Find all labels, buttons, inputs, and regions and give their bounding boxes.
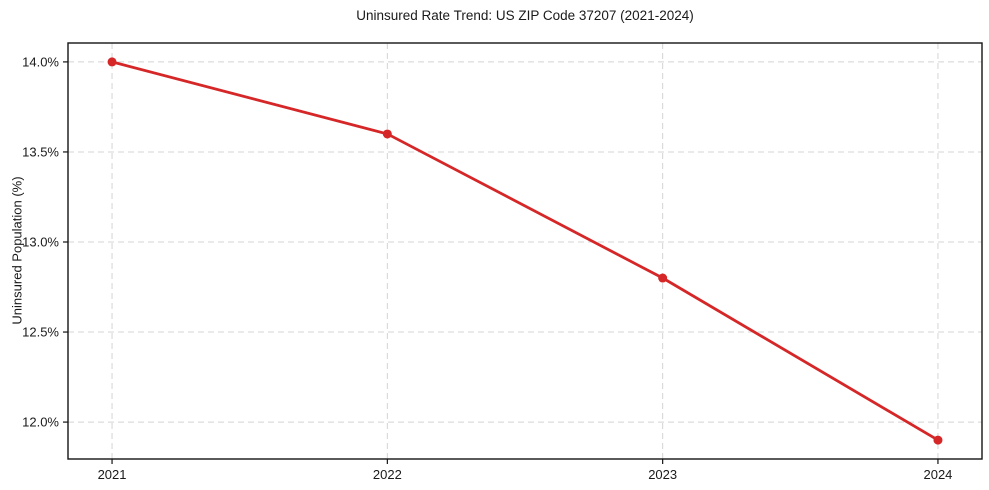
data-point-marker (933, 435, 943, 445)
y-tick-label: 14.0% (22, 54, 59, 69)
y-tick-label: 13.0% (22, 234, 59, 249)
x-tick-label: 2023 (648, 467, 677, 482)
y-tick-label: 13.5% (22, 144, 59, 159)
data-point-marker (658, 273, 668, 283)
chart-title: Uninsured Rate Trend: US ZIP Code 37207 … (356, 8, 694, 23)
trend-line (110, 60, 940, 442)
x-tick-label: 2024 (923, 467, 952, 482)
y-tick-label: 12.0% (22, 415, 59, 430)
x-tick-label: 2021 (98, 467, 127, 482)
y-tick-label: 12.5% (22, 325, 59, 340)
data-point-marker (382, 129, 392, 139)
plot-border (67, 42, 983, 460)
x-tick-label: 2022 (373, 467, 402, 482)
data-point-marker (107, 57, 117, 67)
